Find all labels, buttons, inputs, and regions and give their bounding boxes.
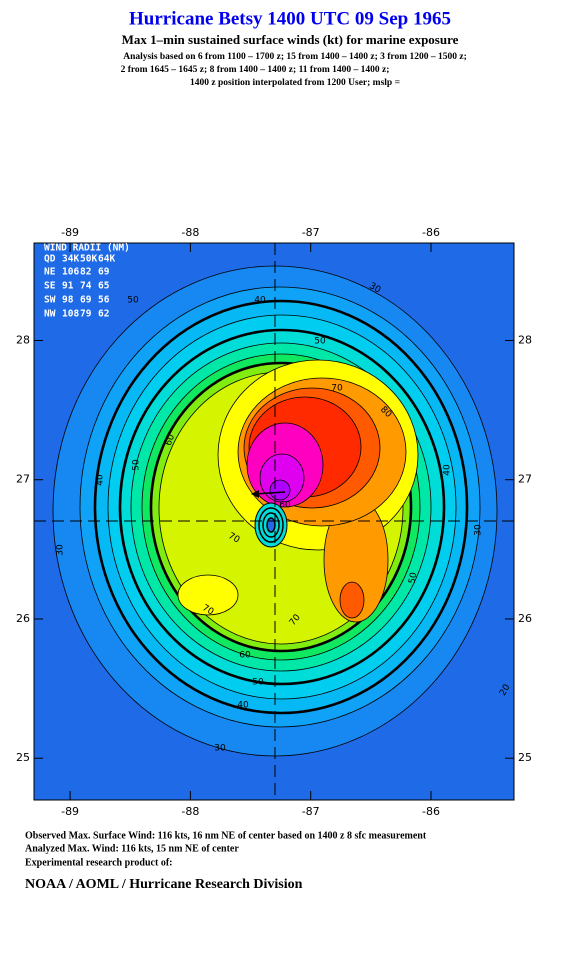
contour-label: 40 xyxy=(237,701,249,711)
wind-field xyxy=(34,243,514,800)
footer-line: Observed Max. Surface Wind: 116 kts, 16 … xyxy=(25,830,427,841)
radii-cell: 91 xyxy=(62,281,74,292)
contour-label: 40 xyxy=(96,474,106,486)
y-tick-label: 25 xyxy=(518,751,532,764)
contour-label: 50 xyxy=(314,337,326,347)
contour-label: 30 xyxy=(474,524,484,536)
radii-cell: 106 xyxy=(62,267,79,278)
radii-cell: NE xyxy=(44,267,56,278)
radii-cell: SE xyxy=(44,281,56,292)
x-tick-label: -89 xyxy=(61,805,79,818)
contour-label: 50 xyxy=(127,296,139,306)
radii-cell: 62 xyxy=(98,309,109,320)
x-tick-label: -86 xyxy=(422,805,440,818)
radii-header: 50K xyxy=(80,254,97,265)
contour-label: 40 xyxy=(443,464,453,476)
contour-label: 70 xyxy=(331,384,343,394)
radii-header: 34K xyxy=(62,254,79,265)
radii-cell: 108 xyxy=(62,309,79,320)
y-tick-label: 26 xyxy=(518,612,532,625)
footer-line: Experimental research product of: xyxy=(25,857,172,868)
radii-cell: NW xyxy=(44,309,56,320)
contour-label: 50 xyxy=(408,571,420,584)
contour-label: 30 xyxy=(56,544,66,556)
band-80-tail xyxy=(339,581,365,619)
y-tick-label: 27 xyxy=(16,473,30,486)
radii-cell: 98 xyxy=(62,295,74,306)
radii-cell: 79 xyxy=(80,309,92,320)
radii-cell: 69 xyxy=(98,267,110,278)
contour-label: 30 xyxy=(214,744,226,754)
max-wind-arrow xyxy=(254,491,286,495)
x-tick-label: -89 xyxy=(61,226,79,239)
x-tick-label: -86 xyxy=(422,226,440,239)
contour-label: 60 xyxy=(239,651,251,661)
radii-cell: 69 xyxy=(80,295,92,306)
y-tick-label: 26 xyxy=(16,612,30,625)
title: Hurricane Betsy 1400 UTC 09 Sep 1965 xyxy=(129,8,451,29)
radii-title: WIND RADII (NM) xyxy=(44,243,130,254)
y-tick-label: 27 xyxy=(518,473,532,486)
y-tick-label: 25 xyxy=(16,751,30,764)
x-tick-label: -88 xyxy=(181,805,199,818)
footer-line: Analyzed Max. Wind: 116 kts, 15 nm NE of… xyxy=(25,843,239,854)
contour-label: 50 xyxy=(132,459,142,471)
subtitle: Max 1–min sustained surface winds (kt) f… xyxy=(122,32,459,47)
radii-cell: 56 xyxy=(98,295,110,306)
band-115 xyxy=(269,479,291,501)
organization: NOAA / AOML / Hurricane Research Divisio… xyxy=(25,877,303,892)
x-tick-label: -88 xyxy=(181,226,199,239)
arrow-head xyxy=(251,490,259,498)
radii-cell: 65 xyxy=(98,281,110,292)
contour-label: 60 xyxy=(164,433,177,447)
x-tick-label: -87 xyxy=(302,226,320,239)
y-tick-label: 28 xyxy=(16,333,30,346)
radii-cell: 82 xyxy=(80,267,91,278)
band-70-left xyxy=(177,574,239,616)
radii-header: 64K xyxy=(98,254,115,265)
contour-label: 50 xyxy=(252,678,264,688)
radii-cell: 74 xyxy=(80,281,92,292)
radii-cell: SW xyxy=(44,295,56,306)
frame xyxy=(33,242,515,801)
y-tick-label: 28 xyxy=(518,333,532,346)
x-tick-label: -87 xyxy=(302,805,320,818)
note: 1400 z position interpolated from 1200 U… xyxy=(190,78,400,88)
note: 2 from 1645 – 1645 z; 8 from 1400 – 1400… xyxy=(121,65,390,75)
radii-header: QD xyxy=(44,254,56,265)
contour-label: 60 xyxy=(279,501,291,511)
note: Analysis based on 6 from 1100 – 1700 z; … xyxy=(123,52,467,62)
contour-label: 40 xyxy=(254,296,266,306)
